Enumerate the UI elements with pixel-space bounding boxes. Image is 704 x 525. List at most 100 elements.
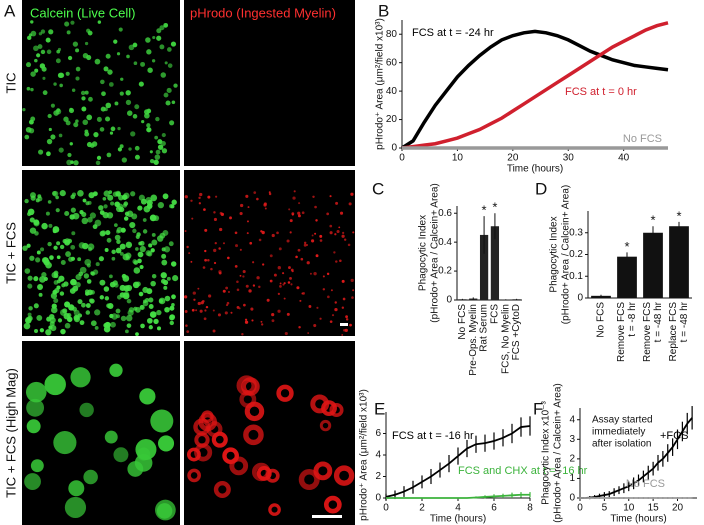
cell (119, 251, 124, 256)
cell (22, 245, 28, 251)
cell (213, 261, 217, 265)
cell (127, 309, 134, 316)
cell (103, 66, 109, 72)
cell (271, 233, 275, 238)
cell (126, 54, 130, 59)
bar (479, 234, 489, 300)
y-axis-label: pHrodo⁺ Area (μm²/field x10³) (375, 18, 386, 150)
cell (142, 229, 148, 234)
x-axis-label: Time (hours) (610, 514, 666, 525)
cell (329, 195, 332, 198)
cell (69, 142, 73, 146)
cell (199, 309, 203, 313)
cell (203, 208, 206, 211)
cell (128, 147, 132, 151)
cell (341, 279, 345, 283)
cell (86, 279, 92, 284)
cell (145, 250, 152, 256)
cell (41, 66, 47, 72)
cell (160, 141, 166, 147)
cell (28, 306, 33, 311)
cell (208, 294, 212, 298)
cell (244, 401, 265, 422)
cell (348, 202, 352, 206)
cell (120, 315, 127, 322)
cell (246, 220, 249, 223)
cell (190, 260, 193, 263)
cell (30, 71, 36, 77)
cell (38, 292, 43, 297)
cell (140, 198, 147, 205)
cell (70, 20, 75, 25)
cell (39, 276, 46, 283)
y-tick-label: 80 (386, 29, 398, 40)
series-line (401, 21, 669, 150)
x-tick-label: 6 (491, 503, 497, 514)
cell (105, 102, 112, 109)
cell (88, 298, 93, 303)
cell (236, 305, 240, 309)
x-tick-label: 20 (672, 503, 684, 514)
x-axis-label: Time (hours) (430, 514, 486, 525)
cell (109, 363, 123, 377)
cell (136, 232, 141, 237)
cell (85, 303, 91, 308)
y-axis-label: (pHrodo+ Area / Calcein+ Area) (561, 185, 572, 325)
cell (215, 195, 218, 198)
cell (210, 267, 213, 271)
x-tick-label: 4 (455, 503, 461, 514)
cell (115, 308, 121, 314)
cell (81, 96, 86, 101)
y-tick-label: 0 (569, 493, 575, 504)
x-tick-label: 15 (648, 503, 660, 514)
cell (109, 274, 113, 279)
cell (53, 110, 59, 116)
cell (60, 260, 66, 266)
cell (236, 288, 240, 292)
cell (86, 114, 93, 121)
cell (69, 288, 76, 294)
cell (146, 123, 151, 128)
cell (44, 373, 66, 396)
cell (45, 37, 51, 43)
cell (334, 233, 337, 236)
cell (41, 272, 47, 278)
y-tick-label: 0 (375, 493, 381, 504)
cell (132, 228, 137, 234)
cell (242, 275, 245, 278)
cell (126, 298, 132, 304)
cell (313, 323, 317, 328)
cell (308, 305, 312, 308)
cell (150, 194, 158, 202)
cell (185, 324, 188, 327)
cell (156, 326, 162, 331)
cell (172, 275, 179, 282)
y-tick-label: 1 (569, 473, 575, 484)
cell (92, 191, 98, 197)
cell (52, 229, 57, 234)
panel-label: C (372, 179, 384, 198)
cell (151, 232, 156, 237)
cell (191, 217, 194, 220)
cell (107, 69, 113, 75)
cell (27, 315, 33, 322)
cell (312, 195, 315, 199)
cell (100, 79, 105, 85)
cell (114, 283, 119, 288)
cell (203, 317, 207, 321)
cell (114, 101, 119, 106)
cell (297, 248, 301, 252)
annotation: immediately (592, 427, 645, 438)
series-label: No FCS (623, 133, 662, 145)
cell (141, 120, 145, 124)
y-tick-label: 4 (569, 414, 575, 425)
cell (149, 214, 157, 222)
cell (299, 299, 302, 302)
cell (186, 330, 190, 334)
cell (108, 82, 114, 87)
cell (164, 61, 168, 65)
micrograph (184, 170, 355, 336)
cell (315, 219, 318, 222)
cell (106, 237, 112, 243)
y-tick-label: 20 (386, 114, 398, 125)
